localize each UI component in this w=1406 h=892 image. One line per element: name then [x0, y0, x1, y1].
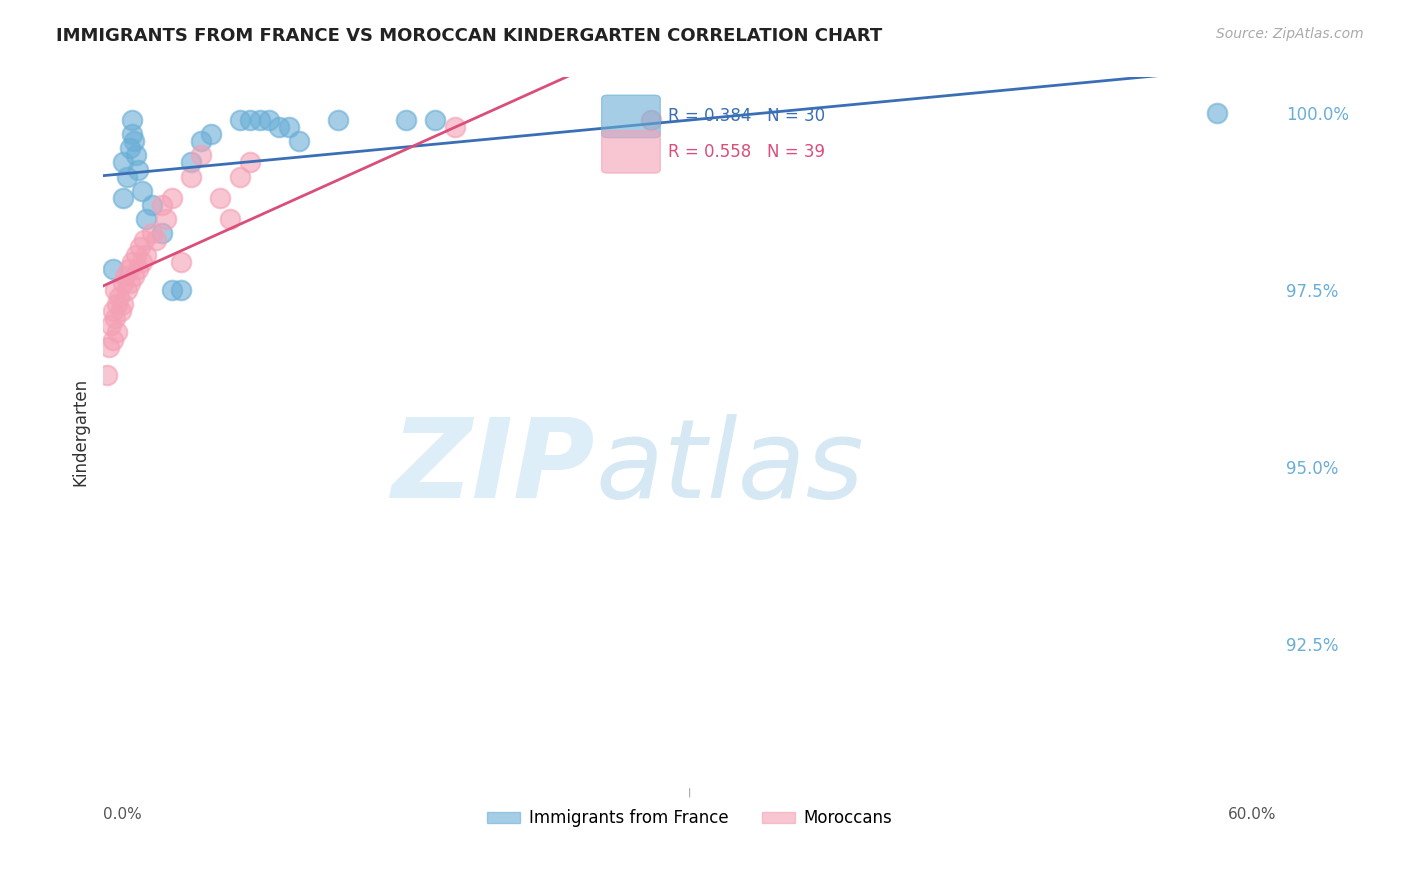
Point [267, 120, 290, 134]
Point [111, 276, 134, 290]
Point [125, 247, 148, 261]
Point [121, 254, 143, 268]
Point [125, 148, 148, 162]
Point [111, 191, 134, 205]
Point [105, 326, 128, 340]
Point [277, 120, 299, 134]
Point [105, 297, 128, 311]
Text: 0.0%: 0.0% [103, 807, 142, 822]
Point [134, 233, 156, 247]
Point [209, 191, 232, 205]
Point [104, 283, 127, 297]
Point [124, 134, 146, 148]
Text: 60.0%: 60.0% [1227, 807, 1277, 822]
Point [104, 311, 127, 326]
Point [150, 227, 173, 241]
Point [131, 254, 153, 268]
Point [160, 191, 183, 205]
Point [1206, 106, 1229, 120]
Point [101, 333, 124, 347]
Point [111, 297, 134, 311]
Point [127, 162, 149, 177]
Point [180, 155, 202, 169]
Point [121, 127, 143, 141]
Point [131, 184, 153, 198]
Point [160, 283, 183, 297]
Point [141, 227, 163, 241]
Point [117, 261, 139, 276]
Point [115, 169, 138, 184]
Point [190, 148, 212, 162]
Point [249, 112, 271, 127]
Text: R = 0.558   N = 39: R = 0.558 N = 39 [668, 143, 825, 161]
Point [120, 141, 142, 155]
Point [150, 198, 173, 212]
Point [190, 134, 212, 148]
Point [124, 268, 146, 283]
Point [229, 169, 252, 184]
Text: ZIP: ZIP [392, 414, 596, 521]
Point [115, 283, 138, 297]
Point [395, 112, 418, 127]
Point [100, 318, 122, 333]
Text: R = 0.384   N = 30: R = 0.384 N = 30 [668, 107, 825, 126]
Point [200, 127, 222, 141]
Point [135, 212, 157, 227]
Point [111, 155, 134, 169]
Point [135, 247, 157, 261]
Text: atlas: atlas [596, 414, 865, 521]
Y-axis label: Kindergarten: Kindergarten [72, 377, 89, 485]
Point [239, 112, 262, 127]
FancyBboxPatch shape [602, 95, 661, 137]
Point [180, 169, 202, 184]
Point [107, 290, 129, 304]
Point [640, 112, 662, 127]
Point [170, 254, 193, 268]
Text: IMMIGRANTS FROM FRANCE VS MOROCCAN KINDERGARTEN CORRELATION CHART: IMMIGRANTS FROM FRANCE VS MOROCCAN KINDE… [56, 27, 883, 45]
Point [145, 233, 167, 247]
Point [259, 112, 281, 127]
Point [114, 268, 136, 283]
Point [121, 112, 143, 127]
Point [444, 120, 467, 134]
Point [101, 304, 124, 318]
FancyBboxPatch shape [602, 130, 661, 173]
Point [141, 198, 163, 212]
Point [287, 134, 309, 148]
Point [98, 340, 121, 354]
Point [110, 304, 132, 318]
Point [219, 212, 242, 227]
Point [170, 283, 193, 297]
Point [120, 276, 142, 290]
Point [129, 240, 152, 254]
Point [155, 212, 177, 227]
Text: Source: ZipAtlas.com: Source: ZipAtlas.com [1216, 27, 1364, 41]
Point [239, 155, 262, 169]
Point [326, 112, 349, 127]
Point [96, 368, 118, 382]
Point [101, 261, 124, 276]
Point [425, 112, 447, 127]
Legend: Immigrants from France, Moroccans: Immigrants from France, Moroccans [481, 803, 898, 834]
Point [229, 112, 252, 127]
Point [127, 261, 149, 276]
